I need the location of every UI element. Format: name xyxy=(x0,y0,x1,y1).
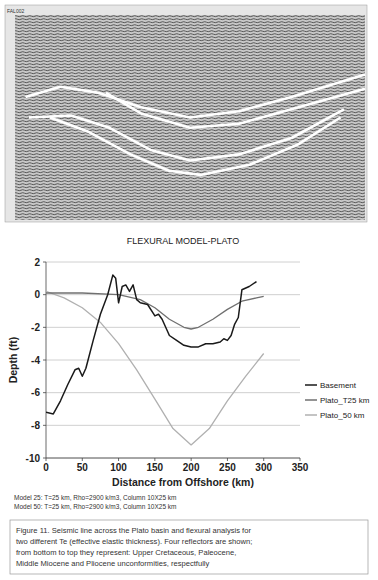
tick-label: -8 xyxy=(31,420,40,431)
tick xyxy=(191,458,192,461)
legend: Basement Plato_T25 km Plato_50 km xyxy=(305,381,370,420)
note: Model 25: T=25 km, Rho=2900 k/m3, Column… xyxy=(14,494,176,501)
x-axis xyxy=(46,458,300,459)
caption-line: Middle Miocene and Pliocene unconformiti… xyxy=(16,559,210,568)
y-axis-label: Depth (ft) xyxy=(7,337,19,384)
grid-line xyxy=(46,327,300,328)
tick xyxy=(154,458,155,461)
tick xyxy=(43,458,46,459)
note: Model 50: T=25 km, Rho=2900 k/m3, Column… xyxy=(14,503,176,510)
grid-line xyxy=(46,458,300,459)
horizon xyxy=(50,118,341,175)
tick xyxy=(263,458,264,461)
seismic-frame xyxy=(5,5,367,222)
tick xyxy=(46,458,47,461)
caption-line: two different Te (effective elastic thic… xyxy=(16,537,252,546)
tick-label: -10 xyxy=(26,453,41,464)
tick-label: 0 xyxy=(34,289,40,300)
tick-label: 350 xyxy=(292,462,309,473)
seismic-image xyxy=(15,15,365,220)
tick-label: 0 xyxy=(43,462,49,473)
tick xyxy=(82,458,83,461)
tick-label: 200 xyxy=(183,462,200,473)
legend-swatch xyxy=(305,414,317,416)
grid-line xyxy=(46,360,300,361)
x-axis-label: Distance from Offshore (km) xyxy=(112,476,254,488)
title: FLEXURAL MODEL-PLATO xyxy=(127,236,239,246)
caption-line: from bottom to top they represent: Upper… xyxy=(16,548,236,557)
tick-label: -6 xyxy=(31,387,40,398)
grid-line xyxy=(46,425,300,426)
tick xyxy=(43,360,46,361)
caption-line: Figure 11. Seismic line across the Plato… xyxy=(16,526,251,535)
grid-line xyxy=(46,392,300,393)
tick xyxy=(43,425,46,426)
tick-label: 2 xyxy=(34,257,40,268)
tick xyxy=(300,458,301,461)
page: FAL002FLEXURAL MODEL-PLATO-10-8-6-4-2020… xyxy=(0,0,378,580)
plot-area xyxy=(46,275,264,445)
tick-label: 250 xyxy=(219,462,236,473)
tick xyxy=(118,458,119,461)
tick-label: -4 xyxy=(31,355,40,366)
seismic-label: FAL002 xyxy=(7,8,24,14)
legend-swatch xyxy=(305,399,317,401)
tick-label: 100 xyxy=(110,462,127,473)
tick-label: -2 xyxy=(31,322,40,333)
tick-label: 150 xyxy=(147,462,164,473)
seismic-panel: FAL002 xyxy=(5,5,367,222)
series-line xyxy=(46,275,257,414)
tick-label: 50 xyxy=(77,462,89,473)
legend-swatch xyxy=(305,384,317,386)
legend-label: Plato_T25 km xyxy=(320,396,370,405)
tick-label: 300 xyxy=(255,462,272,473)
chart: FLEXURAL MODEL-PLATO -10 -8 -6 -4 -2 0 2 0 50 100 1… xyxy=(7,236,370,488)
tick xyxy=(43,294,46,295)
horizon xyxy=(26,74,366,117)
horizon xyxy=(106,89,365,128)
tick xyxy=(43,392,46,393)
horizon xyxy=(29,109,344,160)
tick xyxy=(43,262,46,263)
legend-label: Basement xyxy=(320,381,357,390)
grid-line xyxy=(46,294,300,295)
caption-box xyxy=(10,520,368,574)
tick xyxy=(43,327,46,328)
grid-line xyxy=(46,262,300,263)
series-line xyxy=(46,293,264,329)
legend-label: Plato_50 km xyxy=(320,411,365,420)
tick xyxy=(227,458,228,461)
